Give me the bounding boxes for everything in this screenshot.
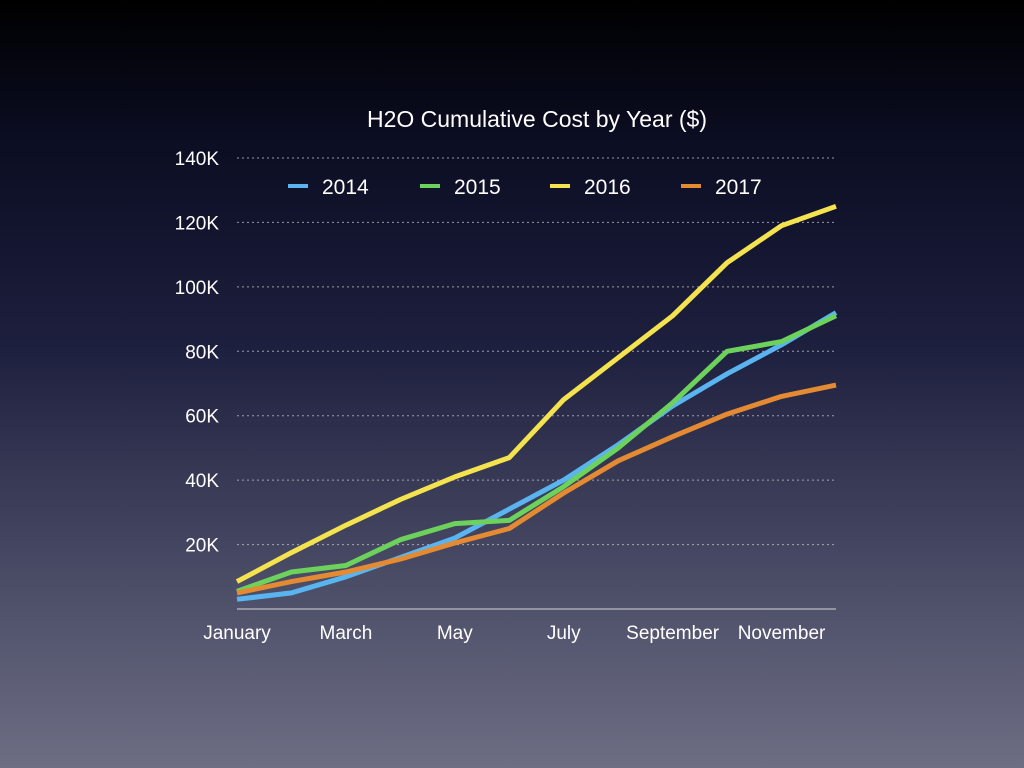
y-tick-label: 40K	[185, 471, 219, 492]
legend: 2014 2015 2016 2017	[288, 176, 762, 199]
series-line-2014	[236, 310, 838, 602]
x-tick-label: May	[437, 623, 473, 644]
chart-title: H2O Cumulative Cost by Year ($)	[367, 106, 707, 132]
series-line-2017	[236, 382, 837, 596]
legend-label: 2017	[715, 176, 762, 199]
y-tick-label: 80K	[185, 342, 219, 363]
y-tick-label: 20K	[185, 536, 219, 557]
x-tick-label: January	[203, 623, 271, 644]
legend-label: 2016	[584, 176, 631, 199]
y-tick-label: 100K	[175, 278, 220, 299]
y-tick-label: 120K	[175, 213, 220, 234]
gridlines	[237, 157, 836, 610]
series-line-2015	[236, 313, 838, 594]
x-tick-label: November	[738, 623, 826, 644]
x-tick-label: September	[626, 623, 720, 644]
legend-label: 2014	[322, 176, 369, 199]
series-line-2016	[235, 203, 837, 584]
legend-label: 2015	[454, 176, 501, 199]
series-lines	[235, 203, 838, 602]
x-tick-label: March	[320, 623, 373, 644]
y-axis-ticks: 20K 40K 60K 80K 100K 120K 140K	[175, 149, 220, 557]
y-tick-label: 60K	[185, 407, 219, 428]
x-tick-label: July	[547, 623, 581, 644]
y-tick-label: 140K	[175, 149, 220, 170]
x-axis-ticks: January March May July September November	[203, 623, 826, 644]
